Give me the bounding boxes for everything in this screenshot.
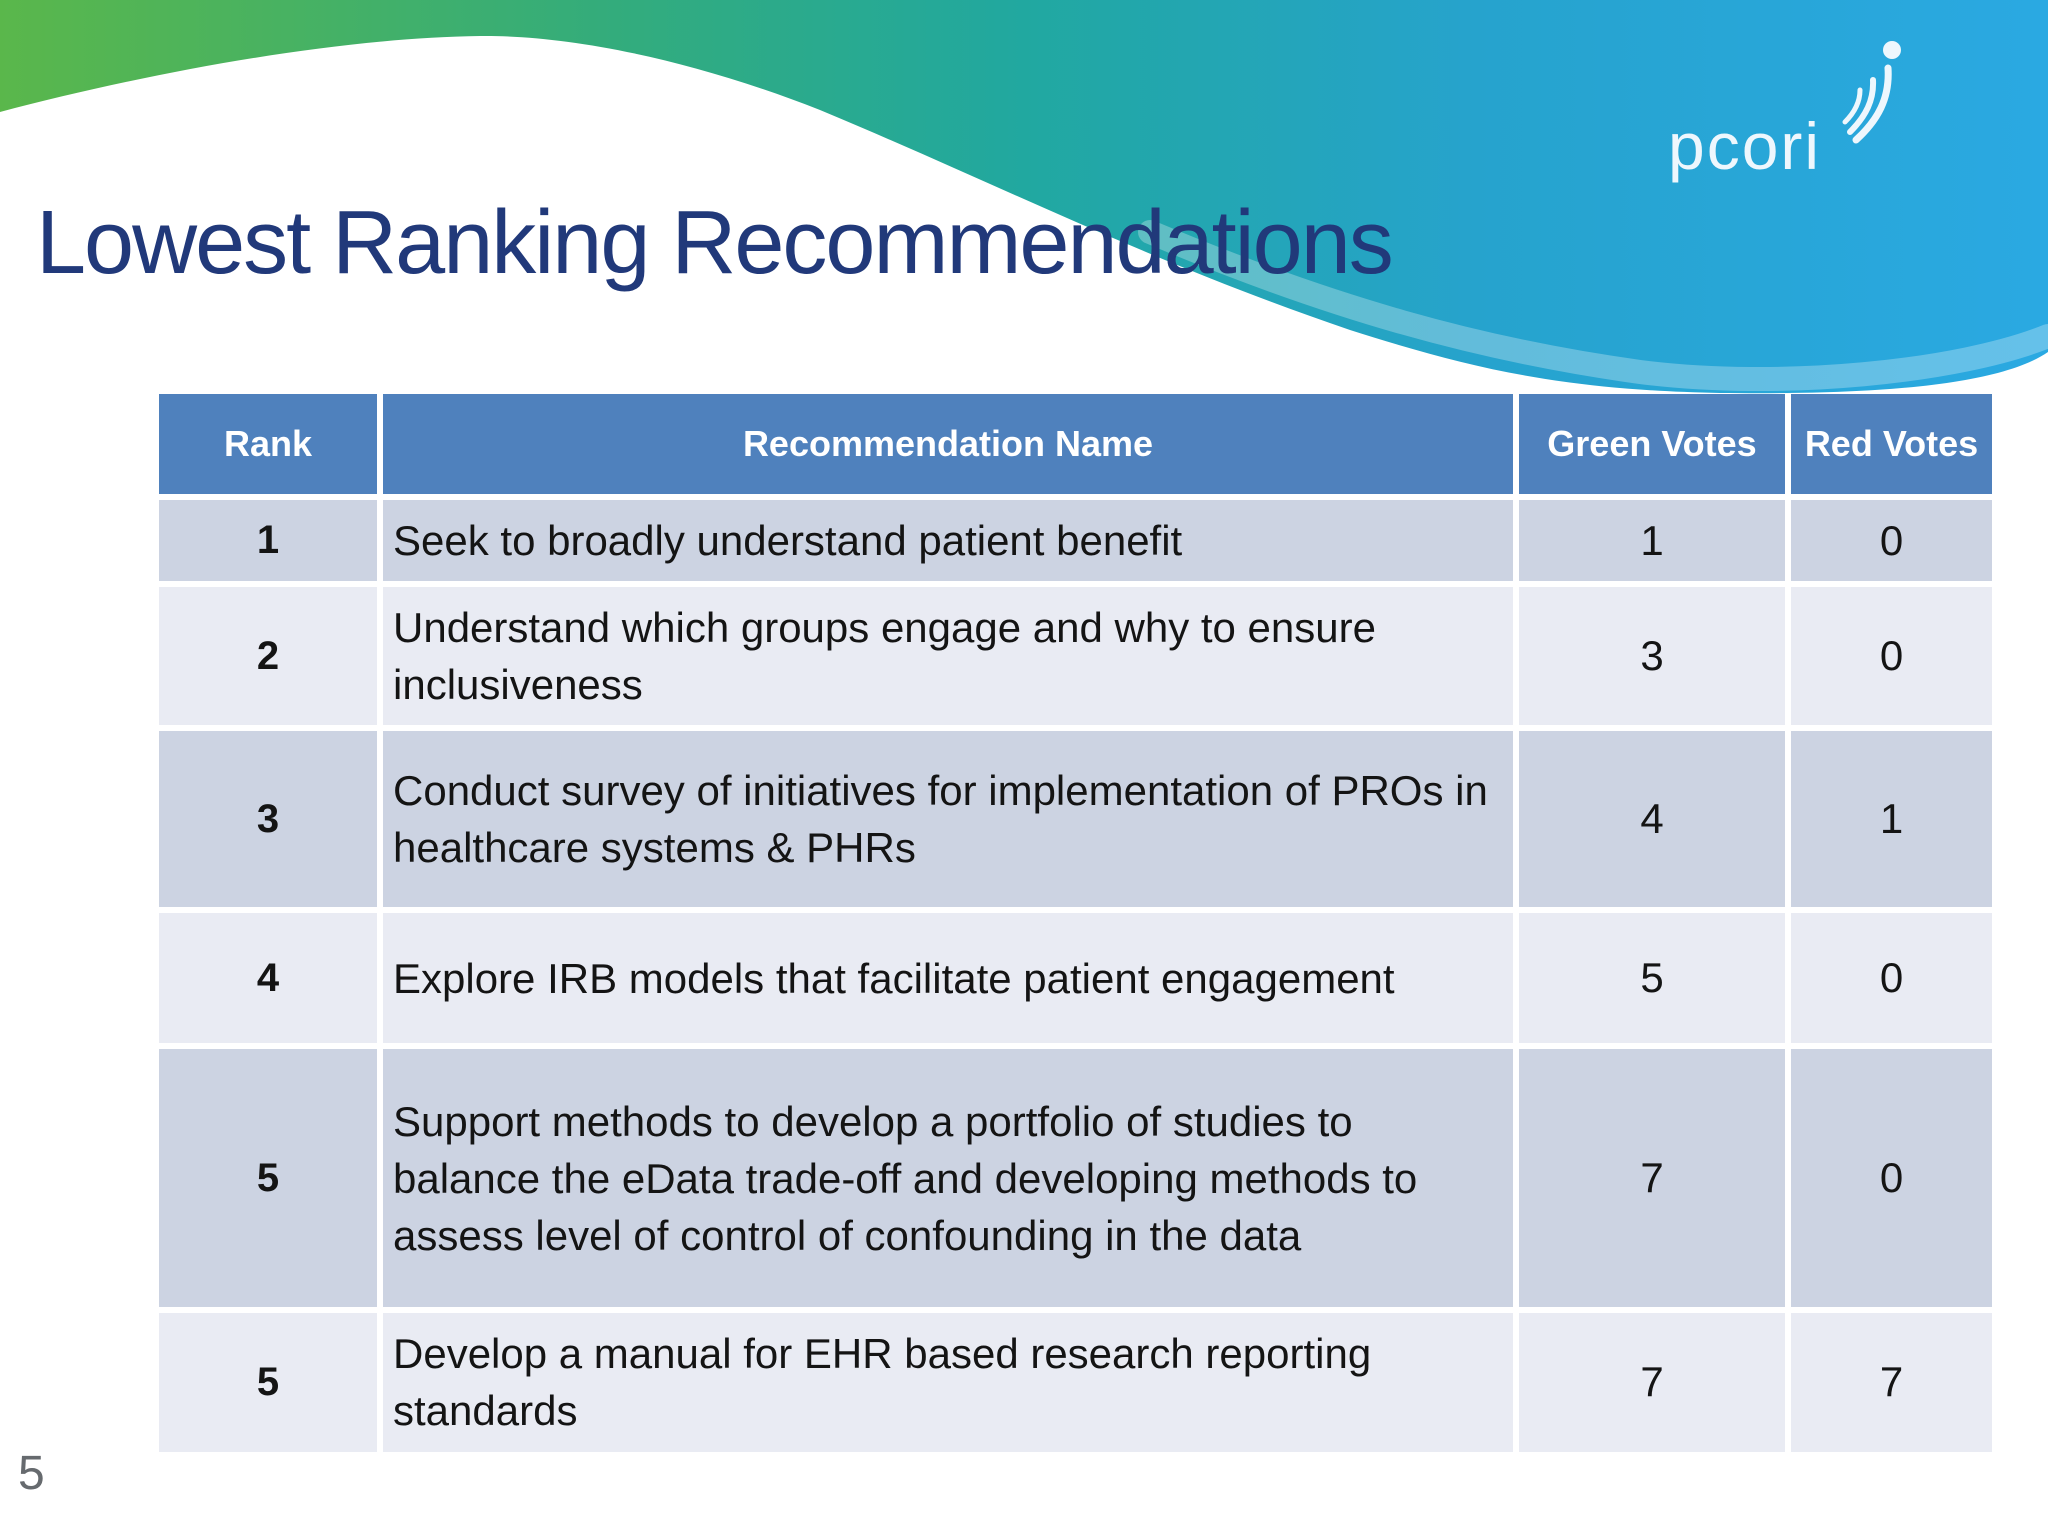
- recommendation-name-cell: Develop a manual for EHR based research …: [383, 1313, 1513, 1452]
- red-votes-cell: 0: [1791, 1049, 1992, 1308]
- header-wave: [0, 0, 2048, 394]
- recommendations-table: Rank Recommendation Name Green Votes Red…: [153, 388, 1998, 1458]
- red-votes-cell: 0: [1791, 587, 1992, 726]
- rank-cell: 3: [159, 731, 377, 908]
- table-header-row: Rank Recommendation Name Green Votes Red…: [159, 394, 1992, 494]
- rank-cell: 5: [159, 1049, 377, 1308]
- slide-title: Lowest Ranking Recommendations: [36, 193, 1394, 293]
- recommendation-name-cell: Explore IRB models that facilitate patie…: [383, 913, 1513, 1044]
- green-votes-cell: 4: [1519, 731, 1785, 908]
- table-row: 5 Develop a manual for EHR based researc…: [159, 1313, 1992, 1452]
- col-header-green-votes: Green Votes: [1519, 394, 1785, 494]
- green-votes-cell: 1: [1519, 500, 1785, 582]
- rank-cell: 4: [159, 913, 377, 1044]
- pcori-logo-text: pcori: [1668, 109, 1822, 183]
- rank-cell: 5: [159, 1313, 377, 1452]
- col-header-red-votes: Red Votes: [1791, 394, 1992, 494]
- table-row: 4 Explore IRB models that facilitate pat…: [159, 913, 1992, 1044]
- rank-cell: 1: [159, 500, 377, 582]
- recommendation-name-cell: Seek to broadly understand patient benef…: [383, 500, 1513, 582]
- red-votes-cell: 0: [1791, 913, 1992, 1044]
- wave-highlight: [1138, 220, 2048, 392]
- pcori-swoosh-icon: [1842, 41, 1901, 144]
- green-votes-cell: 7: [1519, 1313, 1785, 1452]
- recommendation-name-cell: Conduct survey of initiatives for implem…: [383, 731, 1513, 908]
- recommendation-name-cell: Support methods to develop a portfolio o…: [383, 1049, 1513, 1308]
- red-votes-cell: 1: [1791, 731, 1992, 908]
- col-header-recommendation-name: Recommendation Name: [383, 394, 1513, 494]
- red-votes-cell: 7: [1791, 1313, 1992, 1452]
- recommendation-name-cell: Understand which groups engage and why t…: [383, 587, 1513, 726]
- rank-cell: 2: [159, 587, 377, 726]
- col-header-rank: Rank: [159, 394, 377, 494]
- green-votes-cell: 3: [1519, 587, 1785, 726]
- page-number: 5: [18, 1447, 45, 1500]
- green-votes-cell: 5: [1519, 913, 1785, 1044]
- green-votes-cell: 7: [1519, 1049, 1785, 1308]
- table-row: 2 Understand which groups engage and why…: [159, 587, 1992, 726]
- table-row: 5 Support methods to develop a portfolio…: [159, 1049, 1992, 1308]
- pcori-logo: pcori: [1668, 41, 1901, 184]
- table-row: 1 Seek to broadly understand patient ben…: [159, 500, 1992, 582]
- wave-gradient-band: [0, 0, 2048, 394]
- red-votes-cell: 0: [1791, 500, 1992, 582]
- table-row: 3 Conduct survey of initiatives for impl…: [159, 731, 1992, 908]
